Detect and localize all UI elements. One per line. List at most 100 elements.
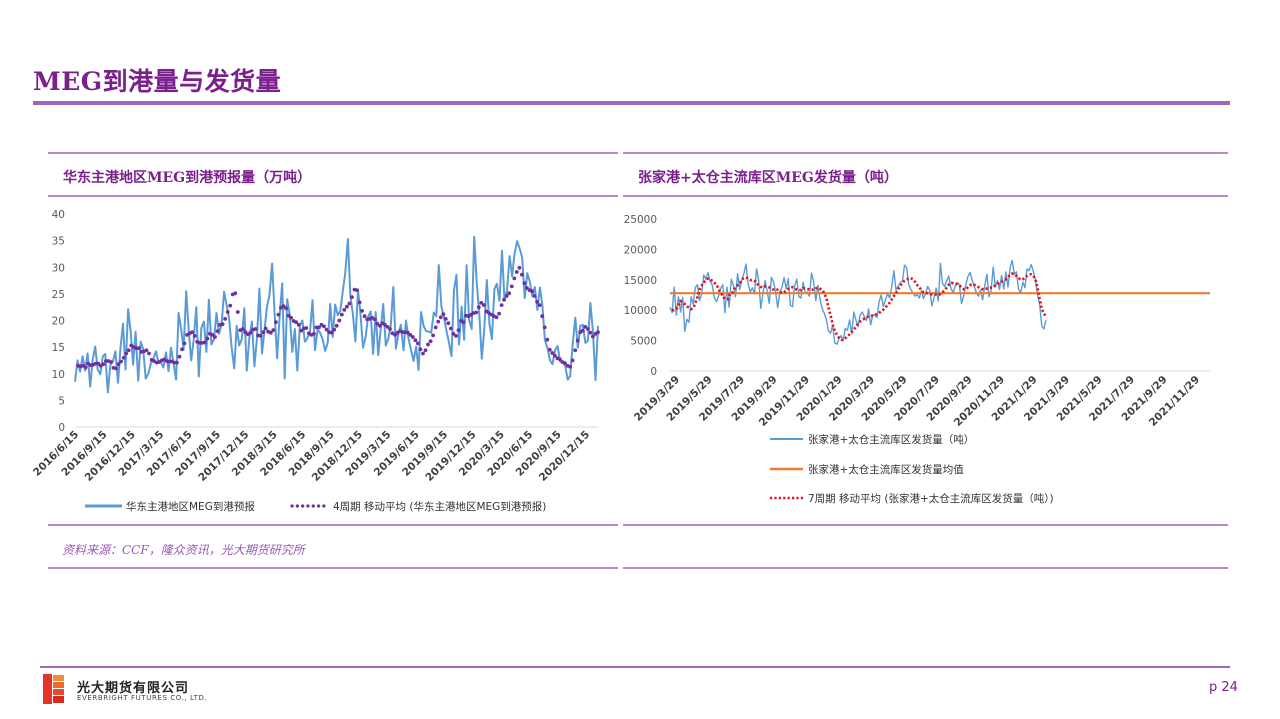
ma-point xyxy=(332,327,337,332)
ma-point xyxy=(286,313,291,318)
ma-point xyxy=(474,310,479,315)
ma-point xyxy=(268,330,273,335)
ma-point xyxy=(101,362,106,367)
legend-label-shipment-ma: 7周期 移动平均 (张家港+太仓主流库区发货量（吨）) xyxy=(808,492,1054,505)
ma-point xyxy=(426,342,430,347)
ma-point xyxy=(568,364,572,369)
ma-point xyxy=(499,303,504,307)
ma-point xyxy=(512,276,517,281)
ma-point xyxy=(431,333,435,338)
ma-point xyxy=(583,325,588,329)
shipment-ma-line xyxy=(672,272,1047,342)
ma-point xyxy=(322,324,326,329)
ma-point xyxy=(210,333,215,337)
ma-point xyxy=(299,328,304,333)
page-title: MEG到港量与发货量 xyxy=(33,67,282,96)
y-tick-label: 25 xyxy=(52,289,65,301)
ma-point xyxy=(550,351,555,355)
ma-point xyxy=(575,338,580,343)
ma-point xyxy=(443,317,448,321)
ma-point xyxy=(355,288,359,292)
ma-point xyxy=(446,321,451,326)
ma-point xyxy=(202,340,207,345)
y-tick-label: 10000 xyxy=(624,305,657,317)
ma-point xyxy=(580,328,585,333)
ma-point xyxy=(119,359,123,364)
ma-point xyxy=(284,306,288,311)
right-panel-bottom-rule xyxy=(623,524,1228,526)
ma-point xyxy=(121,355,126,360)
y-tick-label: 20000 xyxy=(624,244,657,256)
title-rule xyxy=(33,101,1230,105)
ma-point xyxy=(522,281,527,286)
y-tick-label: 5 xyxy=(58,395,65,407)
ma-point xyxy=(317,325,321,330)
ma-point xyxy=(372,317,377,322)
ma-point xyxy=(525,286,529,290)
ma-point xyxy=(96,361,101,366)
ma-point xyxy=(124,351,129,356)
ma-point xyxy=(83,365,88,370)
ma-point xyxy=(421,351,425,356)
ma-point xyxy=(233,291,238,296)
ma-point xyxy=(213,335,217,339)
left-chart-title: 华东主港地区MEG到港预报量（万吨） xyxy=(63,170,312,186)
ma-point xyxy=(509,284,514,289)
legend-label-shipment: 张家港+太仓主流库区发货量（吨） xyxy=(808,433,974,446)
ma-point xyxy=(126,348,131,353)
ma-point xyxy=(441,312,446,316)
ma-point xyxy=(553,353,557,358)
ma-point xyxy=(461,320,466,324)
ma-point xyxy=(347,301,352,306)
y-tick-label: 0 xyxy=(650,366,657,378)
ma-point xyxy=(360,309,364,313)
ma-point xyxy=(312,331,316,336)
arrival-forecast-line xyxy=(74,235,599,394)
shipment-line xyxy=(669,259,1047,345)
y-tick-label: 20 xyxy=(52,316,65,328)
ma-point xyxy=(502,297,506,302)
ma-point xyxy=(383,322,387,327)
ma-point xyxy=(362,314,367,319)
ma-point xyxy=(241,327,245,331)
ma-point xyxy=(205,336,210,341)
ma-point xyxy=(304,326,309,330)
ma-point xyxy=(274,320,278,324)
ma-point xyxy=(289,315,293,320)
ma-point xyxy=(182,341,187,346)
ma-point xyxy=(220,322,225,327)
y-tick-label: 25000 xyxy=(624,214,657,226)
ma-point xyxy=(418,347,423,352)
ma-point xyxy=(596,330,600,335)
company-logo-icon xyxy=(43,674,64,704)
ma-point xyxy=(416,341,420,346)
ma-point xyxy=(228,303,233,308)
ma-point xyxy=(436,319,441,324)
ma-point xyxy=(494,315,499,320)
ma-point xyxy=(144,348,149,353)
ma-point xyxy=(261,330,266,335)
ma-point xyxy=(423,348,428,353)
ma-point xyxy=(337,318,342,323)
ma-point xyxy=(449,326,453,331)
ma-point xyxy=(339,312,344,317)
ma-point xyxy=(235,310,240,314)
left-panel-title-rule xyxy=(48,195,618,197)
arrival-moving-average-line xyxy=(76,265,600,371)
ma-point xyxy=(428,339,433,344)
ma-point xyxy=(294,320,298,324)
ma-point xyxy=(345,304,349,309)
ma-point xyxy=(479,301,484,305)
ma-point xyxy=(558,357,562,362)
ma-point xyxy=(456,328,461,332)
ma-point xyxy=(225,310,230,314)
ma-point xyxy=(520,272,524,277)
ma-point xyxy=(438,315,443,320)
ma-point xyxy=(167,359,172,364)
legend-label-arrival-ma: 4周期 移动平均 (华东主港地区MEG到港预报) xyxy=(333,500,546,513)
y-tick-label: 15000 xyxy=(624,275,657,287)
ma-point xyxy=(324,327,329,332)
ma-point xyxy=(497,311,501,316)
ma-point xyxy=(393,333,397,337)
